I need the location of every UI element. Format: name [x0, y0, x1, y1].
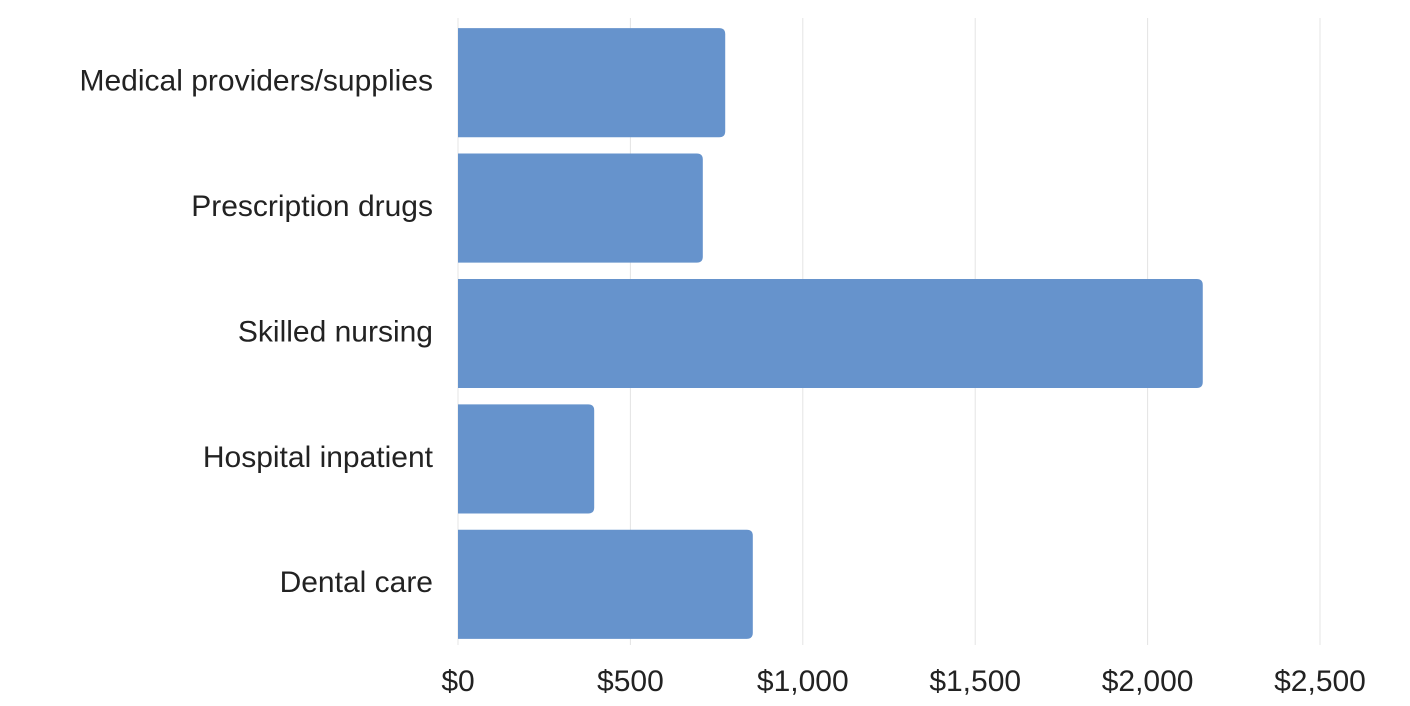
x-tick-label: $1,000: [757, 665, 849, 698]
y-tick-label: Prescription drugs: [191, 190, 433, 223]
y-tick-label: Hospital inpatient: [203, 441, 434, 474]
bar: [458, 28, 726, 138]
bar: [458, 529, 753, 639]
y-tick-label: Dental care: [280, 566, 433, 599]
x-tick-label: $0: [441, 665, 474, 698]
bar: [458, 404, 595, 514]
y-tick-label: Skilled nursing: [238, 315, 433, 348]
bar: [458, 278, 1203, 389]
y-tick-label: Medical providers/supplies: [80, 65, 434, 98]
x-tick-label: $1,500: [929, 665, 1021, 698]
x-tick-label: $500: [597, 665, 664, 698]
x-tick-label: $2,500: [1274, 665, 1366, 698]
x-tick-label: $2,000: [1102, 665, 1194, 698]
bar: [458, 153, 703, 263]
